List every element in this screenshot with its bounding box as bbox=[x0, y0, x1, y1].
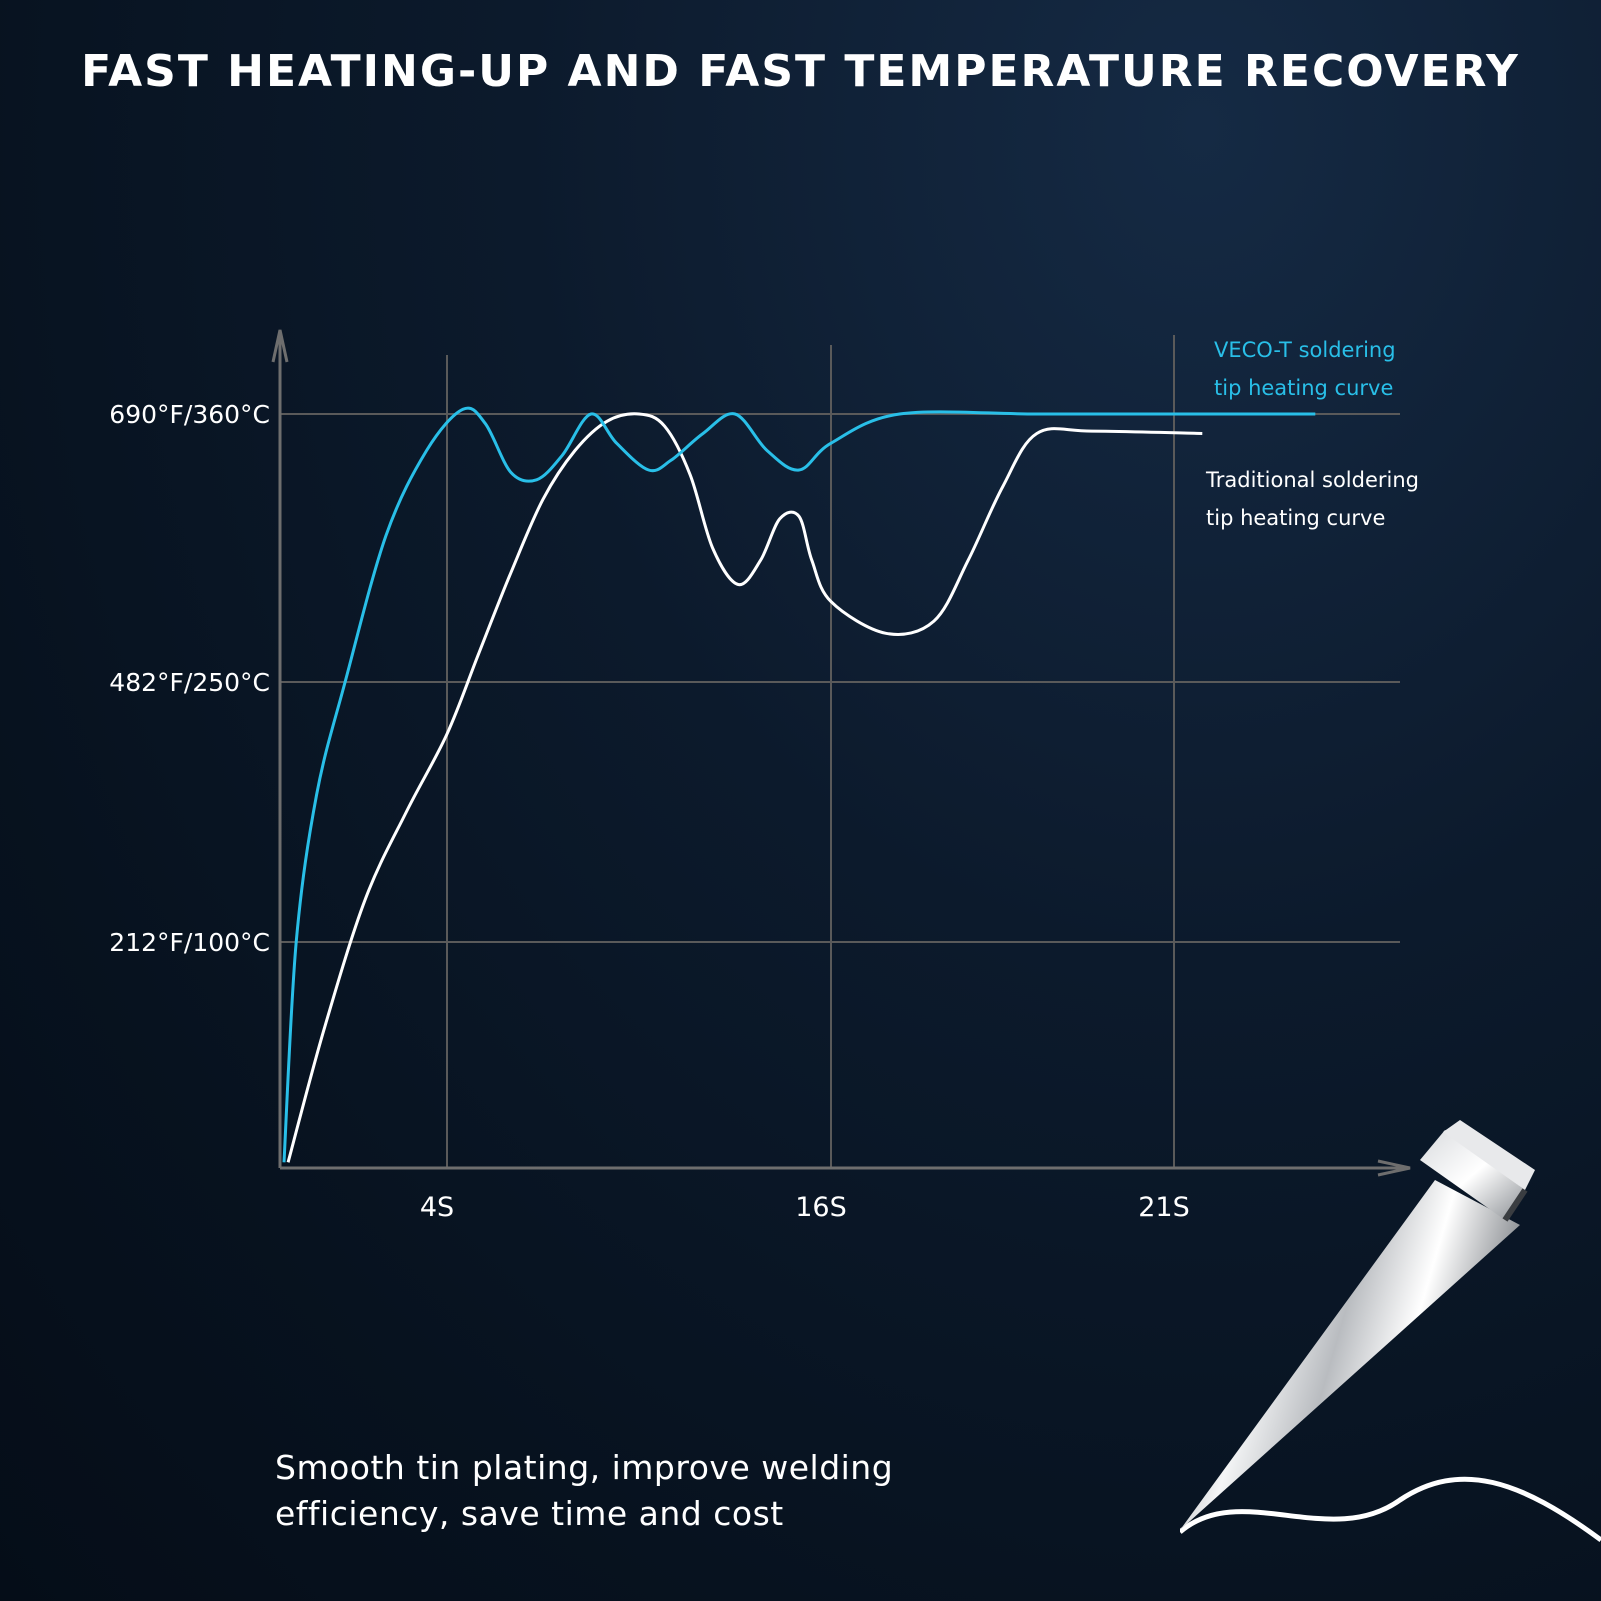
legend-traditional-line2: tip heating curve bbox=[1206, 506, 1385, 530]
x-axis-arrow bbox=[1377, 1159, 1411, 1177]
y-tick-label-0: 212°F/100°C bbox=[109, 928, 270, 957]
page-title: FAST HEATING-UP AND FAST TEMPERATURE REC… bbox=[81, 46, 1520, 97]
caption-line-2: efficiency, save time and cost bbox=[275, 1494, 784, 1533]
series-line-veco bbox=[282, 406, 1316, 1163]
x-tick-label-2: 21S bbox=[1138, 1192, 1190, 1223]
legend-veco-line1: VECO-T soldering bbox=[1214, 338, 1396, 362]
x-tick-label-0: 4S bbox=[420, 1192, 454, 1223]
legend-veco-line2: tip heating curve bbox=[1214, 376, 1393, 400]
x-tick-label-1: 16S bbox=[795, 1192, 847, 1223]
y-axis-arrow bbox=[271, 329, 289, 363]
series-lines bbox=[282, 406, 1316, 1163]
grid-lines bbox=[280, 335, 1400, 1168]
y-tick-label-2: 690°F/360°C bbox=[109, 400, 270, 429]
axes bbox=[271, 329, 1411, 1177]
legend-veco: VECO-T soldering tip heating curve bbox=[1214, 338, 1396, 400]
x-tick-labels: 4S 16S 21S bbox=[420, 1192, 1190, 1223]
legend-traditional-line1: Traditional soldering bbox=[1205, 468, 1419, 492]
caption: Smooth tin plating, improve welding effi… bbox=[275, 1445, 975, 1537]
y-tick-labels: 212°F/100°C 482°F/250°C 690°F/360°C bbox=[109, 400, 270, 957]
caption-line-1: Smooth tin plating, improve welding bbox=[275, 1448, 894, 1487]
y-tick-label-1: 482°F/250°C bbox=[109, 668, 270, 697]
soldering-tip-icon bbox=[1180, 1120, 1601, 1543]
legend-traditional: Traditional soldering tip heating curve bbox=[1205, 468, 1419, 530]
series-line-traditional bbox=[286, 412, 1203, 1163]
